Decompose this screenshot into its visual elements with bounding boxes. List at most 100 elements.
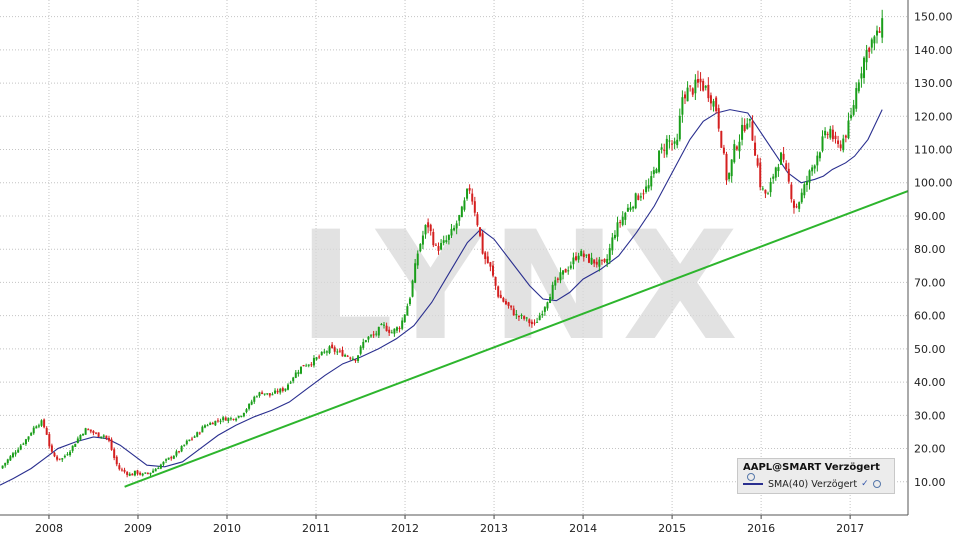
candle-body	[634, 193, 637, 209]
globe-icon[interactable]	[872, 480, 881, 488]
candle-body	[707, 84, 710, 99]
candle-body	[821, 136, 824, 151]
candle-body	[380, 324, 383, 326]
candle-body	[774, 167, 777, 178]
candle-body	[847, 120, 850, 139]
candle-body	[650, 176, 653, 187]
candle-body	[165, 459, 168, 461]
candle-body	[785, 163, 788, 169]
candle-body	[844, 135, 847, 138]
candle-body	[870, 39, 873, 48]
candle-body	[224, 417, 227, 421]
candle-body	[709, 95, 712, 104]
candle-body	[123, 469, 126, 472]
candle-body	[554, 280, 557, 286]
candle-body	[606, 258, 609, 264]
candle-body	[717, 108, 720, 129]
candle-body	[178, 451, 181, 453]
candle-body	[852, 105, 855, 115]
candle-body	[154, 468, 157, 472]
candle-body	[292, 377, 295, 382]
candle-body	[562, 270, 565, 275]
candle-body	[624, 212, 627, 220]
candle-body	[585, 254, 588, 256]
x-tick-label: 2008	[35, 522, 63, 535]
candle-body	[479, 227, 482, 236]
candle-body	[805, 181, 808, 185]
candle-body	[276, 390, 279, 393]
candle-body	[494, 276, 497, 286]
sma-swatch	[743, 483, 763, 485]
candle-body	[660, 147, 663, 150]
candle-body	[803, 184, 806, 196]
y-tick-label: 20.00	[914, 443, 946, 456]
check-icon[interactable]: ✓	[861, 479, 869, 489]
candle-body	[315, 357, 318, 360]
candle-body	[632, 206, 635, 209]
candle-body	[759, 162, 762, 188]
candle-body	[346, 355, 349, 357]
candle-body	[82, 433, 85, 436]
candle-body	[424, 224, 427, 235]
x-tick-label: 2015	[658, 522, 686, 535]
candle-body	[359, 346, 362, 354]
candle-body	[289, 382, 292, 384]
candle-body	[868, 47, 871, 52]
legend-title-text: AAPL@SMART Verzögert	[743, 462, 880, 473]
candle-body	[323, 351, 326, 353]
globe-icon[interactable]	[747, 473, 755, 481]
sma-polyline	[0, 109, 883, 486]
candle-body	[242, 412, 245, 417]
candle-body	[357, 355, 360, 361]
candle-body	[611, 237, 614, 251]
candle-body	[364, 340, 367, 343]
candle-body	[520, 315, 523, 317]
candle-body	[743, 125, 746, 132]
candle-body	[406, 306, 409, 316]
candle-body	[512, 308, 515, 316]
candle-body	[689, 85, 692, 87]
candle-body	[678, 115, 681, 140]
candle-body	[489, 262, 492, 267]
candle-body	[437, 246, 440, 251]
candle-body	[442, 240, 445, 243]
candle-body	[748, 118, 751, 121]
candle-body	[76, 438, 79, 444]
candle-body	[837, 140, 840, 144]
candle-body	[61, 458, 64, 460]
candle-body	[865, 50, 868, 63]
candle-body	[144, 472, 147, 474]
candle-body	[141, 473, 144, 476]
candle-body	[715, 97, 718, 112]
candle-body	[491, 265, 494, 276]
candle-body	[728, 173, 731, 180]
candle-body	[619, 222, 622, 224]
y-tick-label: 130.00	[914, 77, 953, 90]
candle-body	[790, 184, 793, 200]
candle-body	[349, 357, 352, 359]
candle-body	[250, 401, 253, 405]
candle-body	[590, 257, 593, 265]
candle-body	[383, 324, 386, 326]
candle-body	[543, 307, 546, 312]
candle-body	[541, 313, 544, 316]
y-tick-label: 120.00	[914, 110, 953, 123]
candle-body	[14, 452, 17, 455]
candle-body	[517, 315, 520, 318]
candle-body	[74, 443, 77, 447]
candle-body	[235, 418, 238, 421]
candle-body	[133, 470, 136, 476]
candle-body	[676, 139, 679, 146]
candle-body	[35, 426, 38, 429]
candle-body	[71, 445, 74, 451]
candle-body	[694, 79, 697, 94]
candle-body	[629, 207, 632, 210]
candle-body	[310, 364, 313, 366]
candle-body	[312, 357, 315, 366]
candle-body	[647, 185, 650, 189]
candle-body	[826, 133, 829, 135]
candle-body	[398, 327, 401, 329]
candle-body	[486, 256, 489, 264]
candle-body	[536, 321, 539, 323]
candle-body	[813, 165, 816, 169]
